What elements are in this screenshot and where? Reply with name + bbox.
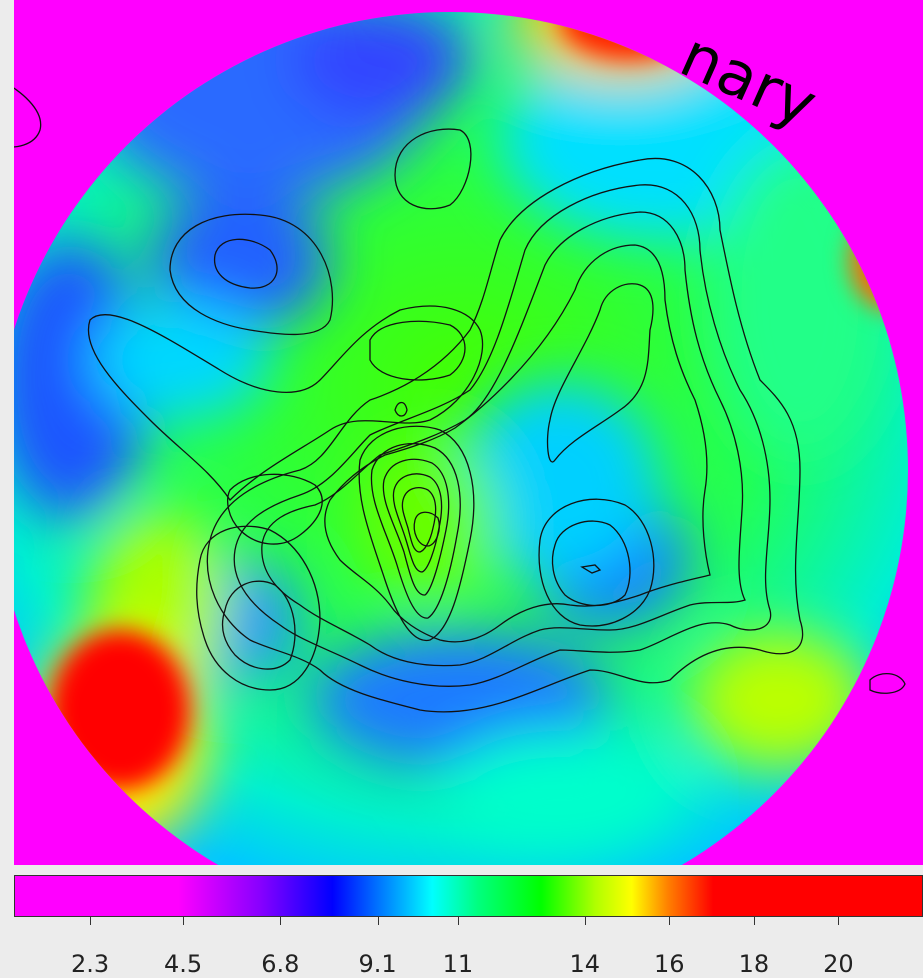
contour-line [369, 320, 466, 381]
colorbar-tick-label: 18 [738, 950, 770, 978]
left-frame-strip [0, 0, 14, 865]
contour-line [546, 283, 654, 463]
contour-line [358, 425, 475, 641]
contour-line [869, 673, 906, 694]
colorbar [14, 875, 923, 917]
contour-line [401, 487, 437, 553]
contour-line [213, 238, 278, 289]
contour-line [87, 305, 484, 502]
colorbar-tick [280, 917, 282, 925]
colorbar-tick [183, 917, 185, 925]
colorbar-tick [753, 917, 755, 925]
contour-line [392, 473, 443, 573]
contour-line [206, 157, 804, 713]
contour-line [227, 473, 323, 545]
contour-line [551, 520, 631, 607]
contour-line [233, 184, 772, 687]
colorbar-tick [90, 917, 92, 925]
contour-lines [0, 79, 906, 713]
colorbar-tick-label: 6.8 [261, 950, 300, 978]
colorbar-tick-label: 4.5 [164, 950, 203, 978]
colorbar-tick-label: 20 [823, 950, 854, 978]
colorbar-tick-label: 11 [442, 950, 474, 978]
colorbar-tick-label: 16 [654, 950, 685, 978]
colorbar-tick-label: 9.1 [358, 950, 397, 978]
contour-line [413, 511, 440, 547]
contour-line [221, 580, 296, 670]
contour-line [382, 458, 450, 596]
contour-line [196, 525, 321, 691]
heatmap-field [0, 0, 923, 865]
contour-line [169, 213, 334, 336]
field-disk [0, 12, 908, 865]
contour-line [394, 128, 472, 210]
colorbar-tick [457, 917, 459, 925]
contour-line [0, 79, 42, 148]
colorbar-tick [838, 917, 840, 925]
contour-line [538, 498, 655, 627]
contour-line [394, 401, 408, 417]
contour-line [370, 442, 461, 619]
colorbar-tick-label: 2.3 [71, 950, 110, 978]
colorbar-tick-label: 14 [569, 950, 601, 978]
contour-line [580, 564, 602, 574]
colorbar-tick [669, 917, 671, 925]
colorbar-tick [584, 917, 586, 925]
colorbar-tick [377, 917, 379, 925]
